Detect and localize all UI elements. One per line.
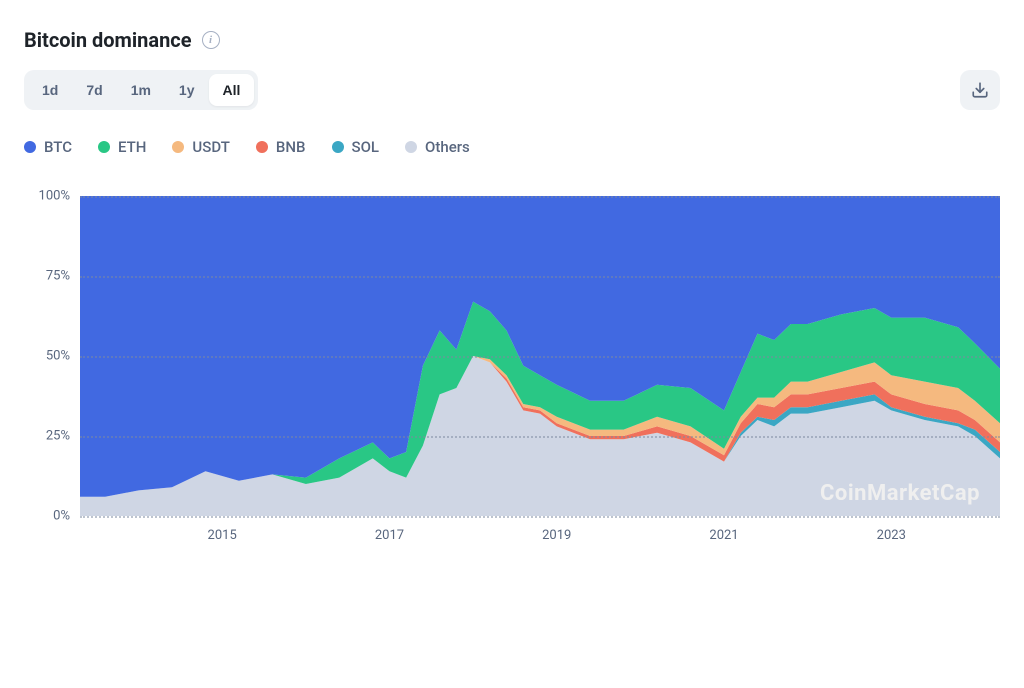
x-tick-label: 2017 (375, 528, 404, 543)
chart-container: 0%25%50%75%100% CoinMarketCap 2015201720… (24, 196, 1000, 556)
legend-dot-icon (24, 141, 36, 153)
gridline (80, 356, 1000, 358)
gridline (80, 196, 1000, 198)
y-tick-label: 25% (46, 429, 70, 444)
legend-dot-icon (172, 141, 184, 153)
legend-dot-icon (98, 141, 110, 153)
legend-item-eth[interactable]: ETH (98, 138, 146, 156)
legend-item-others[interactable]: Others (405, 138, 470, 156)
download-button[interactable] (960, 70, 1000, 110)
y-tick-label: 75% (46, 269, 70, 284)
page-title: Bitcoin dominance (24, 28, 192, 52)
chart-header: Bitcoin dominance i (24, 28, 1000, 52)
x-axis: 2015 2017 2019 2021 2023 (80, 516, 1000, 556)
legend-label: BNB (276, 138, 306, 156)
legend-label: SOL (352, 138, 380, 156)
legend-label: Others (425, 138, 470, 156)
legend-label: USDT (192, 138, 229, 156)
legend-label: BTC (44, 138, 72, 156)
download-icon (971, 81, 989, 99)
legend-item-sol[interactable]: SOL (332, 138, 380, 156)
x-tick-label: 2019 (542, 528, 571, 543)
gridline (80, 276, 1000, 278)
gridline (80, 436, 1000, 438)
legend-item-usdt[interactable]: USDT (172, 138, 229, 156)
range-1m[interactable]: 1m (117, 74, 165, 106)
legend-dot-icon (405, 141, 417, 153)
chart-legend: BTC ETH USDT BNB SOL Others (24, 138, 1000, 156)
range-1d[interactable]: 1d (28, 74, 72, 106)
y-tick-label: 50% (46, 349, 70, 364)
range-7d[interactable]: 7d (72, 74, 116, 106)
chart-plot-area: CoinMarketCap (80, 196, 1000, 516)
range-1y[interactable]: 1y (165, 74, 209, 106)
y-axis: 0%25%50%75%100% (24, 196, 80, 516)
info-icon[interactable]: i (202, 31, 220, 49)
x-tick-label: 2015 (208, 528, 237, 543)
range-all[interactable]: All (209, 74, 255, 106)
x-tick-label: 2021 (709, 528, 738, 543)
x-tick-label: 2023 (877, 528, 906, 543)
time-range-selector: 1d7d1m1yAll (24, 70, 258, 110)
legend-dot-icon (256, 141, 268, 153)
legend-dot-icon (332, 141, 344, 153)
legend-item-btc[interactable]: BTC (24, 138, 72, 156)
toolbar: 1d7d1m1yAll (24, 70, 1000, 110)
legend-item-bnb[interactable]: BNB (256, 138, 306, 156)
legend-label: ETH (118, 138, 146, 156)
y-tick-label: 100% (39, 189, 70, 204)
y-tick-label: 0% (53, 509, 70, 524)
